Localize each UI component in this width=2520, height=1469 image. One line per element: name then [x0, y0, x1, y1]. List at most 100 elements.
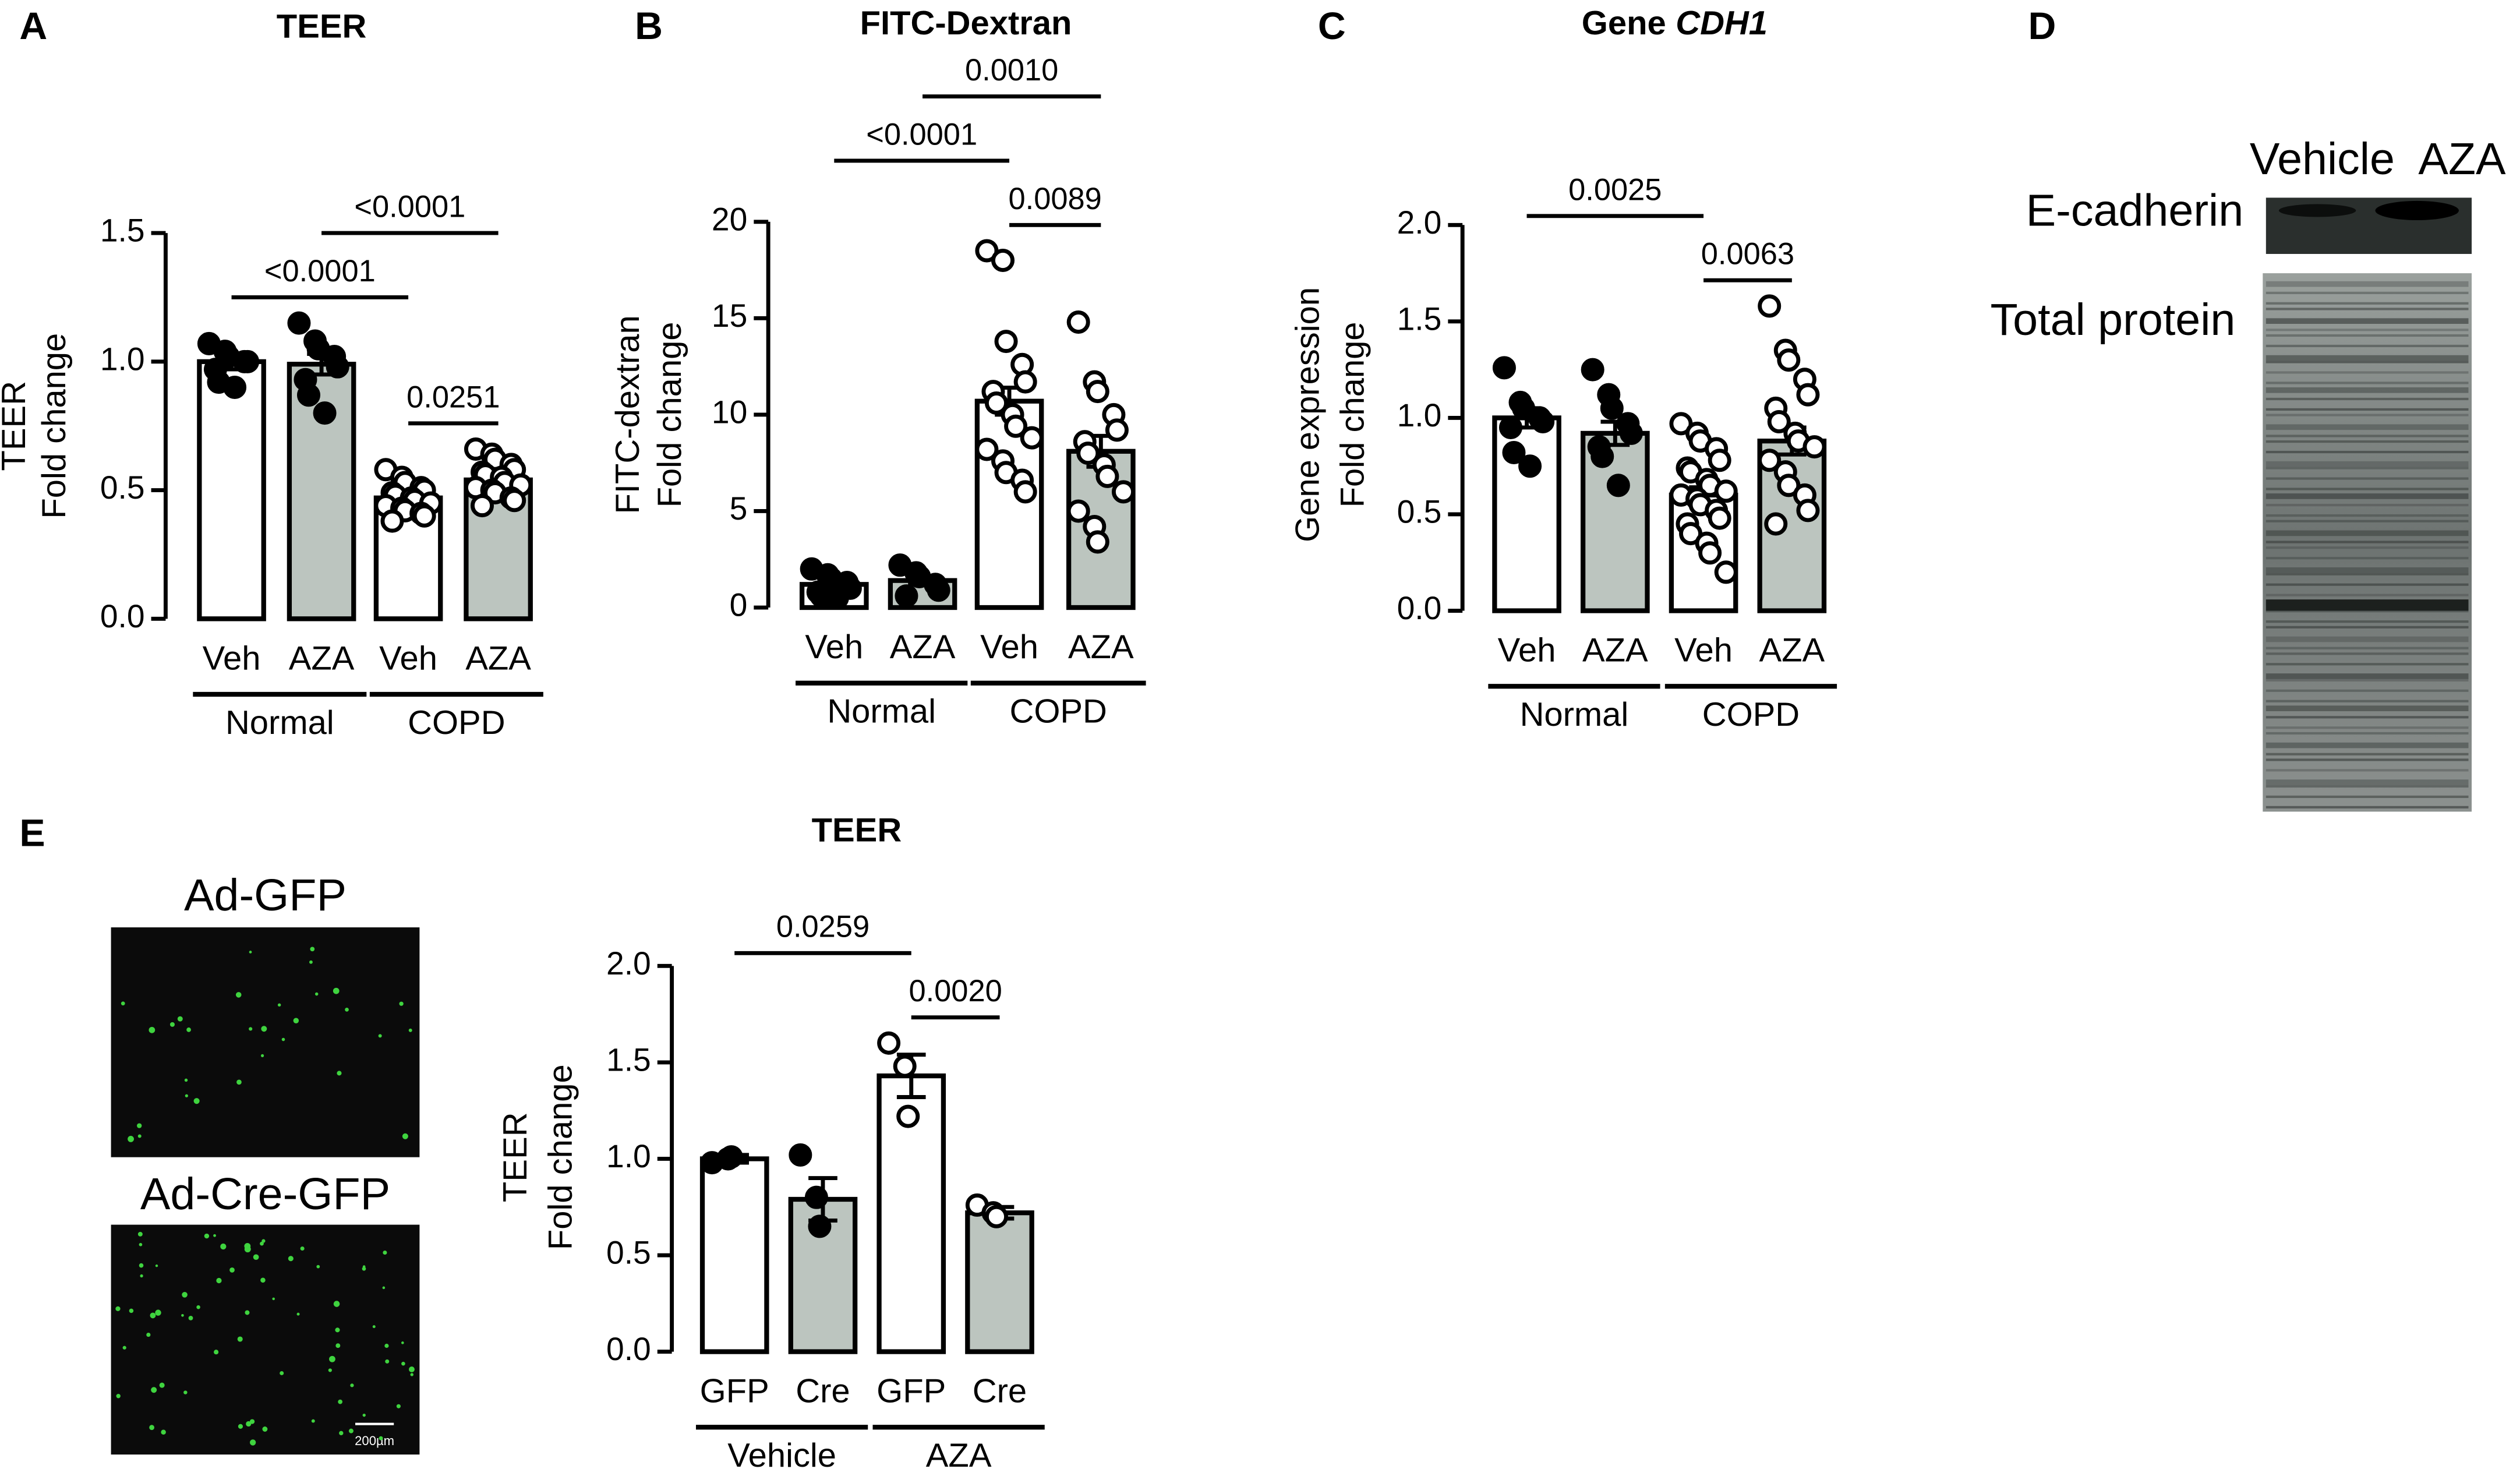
spot	[401, 1361, 405, 1366]
spot	[235, 992, 242, 998]
p-value: 0.0020	[909, 974, 1002, 1008]
data-point	[236, 349, 260, 373]
spot	[277, 1003, 281, 1007]
p-value: <0.0001	[866, 118, 977, 151]
blot-stripe	[2265, 541, 2469, 543]
y-tick-label: 0.0	[606, 1331, 651, 1367]
spot	[316, 1265, 320, 1269]
blot-stripe	[2265, 382, 2469, 384]
x-tick-label: GFP	[700, 1373, 769, 1410]
y-tick-label: 5	[730, 490, 748, 527]
data-point	[1714, 560, 1738, 584]
data-point	[1606, 474, 1630, 497]
group-label: AZA	[926, 1437, 992, 1469]
data-point	[1600, 396, 1624, 420]
blot-stripe	[2265, 689, 2469, 692]
data-point	[1105, 418, 1129, 442]
y-axis-label: Fold change	[542, 1064, 579, 1250]
data-point	[1758, 294, 1782, 318]
y-axis-label: Gene expression	[1289, 287, 1326, 542]
blot-stripe	[2265, 716, 2469, 719]
spot	[260, 1054, 264, 1057]
data-point	[719, 1145, 743, 1169]
blot-stripe	[2265, 567, 2469, 573]
x-tick-label: Veh	[1498, 632, 1556, 669]
spot	[408, 1028, 412, 1032]
y-tick-label: 0.5	[1397, 494, 1442, 530]
title-text: TEER	[812, 812, 902, 849]
spot	[309, 960, 313, 964]
chart-title: TEER	[277, 8, 367, 45]
panel-letter: B	[635, 5, 663, 48]
title-text: TEER	[277, 8, 367, 45]
x-tick-label: Veh	[379, 640, 437, 677]
spot	[155, 1264, 158, 1267]
spot	[249, 1027, 253, 1031]
row-label: E-cadherin	[2026, 185, 2244, 235]
spot	[129, 1308, 134, 1313]
blot-stripe	[2265, 673, 2469, 679]
blot-stripe	[2265, 334, 2469, 337]
data-point	[1095, 464, 1119, 488]
spot	[260, 1277, 266, 1283]
blot-stripe	[2265, 546, 2469, 549]
blot-stripe	[2265, 504, 2469, 507]
data-point	[1619, 421, 1643, 445]
blot-stripe	[2265, 583, 2469, 586]
spot	[245, 1310, 250, 1315]
blot-stripe	[2265, 450, 2469, 454]
data-point	[380, 509, 404, 533]
y-axis-label: Fold change	[36, 333, 73, 519]
spot	[362, 1266, 366, 1271]
data-point	[1076, 442, 1100, 465]
data-point	[223, 375, 247, 399]
spot	[384, 1343, 389, 1348]
micrograph	[111, 1224, 420, 1455]
data-point	[825, 586, 849, 610]
blot-stripe	[2265, 594, 2469, 596]
blot-stripe	[2265, 573, 2469, 575]
bar	[965, 1210, 1034, 1354]
blot-stripe	[2265, 344, 2469, 348]
spot	[399, 1001, 404, 1006]
data-point	[1777, 348, 1801, 372]
spot	[348, 1428, 354, 1433]
spot	[281, 1037, 285, 1041]
spot	[185, 1094, 189, 1097]
blot-stripe	[2265, 557, 2469, 560]
data-point	[893, 1054, 917, 1078]
blot-stripe	[2265, 663, 2469, 666]
spot	[237, 1336, 243, 1342]
blot-stripe	[2265, 514, 2469, 517]
blot-stripe	[2265, 726, 2469, 729]
spot	[280, 1371, 284, 1375]
spot	[177, 1016, 183, 1022]
y-axis-label: Fold change	[651, 322, 688, 507]
x-tick-label: Cre	[796, 1373, 850, 1410]
title-text: Gene	[1582, 5, 1666, 42]
data-point	[1066, 499, 1090, 523]
blot-stripe	[2265, 291, 2469, 294]
data-point	[1758, 449, 1782, 472]
blot-band	[2278, 204, 2356, 217]
spot	[182, 1291, 188, 1298]
spot	[385, 1359, 390, 1364]
spot	[193, 1098, 200, 1104]
data-point	[994, 330, 1018, 354]
data-point	[1591, 444, 1614, 468]
data-point	[1020, 426, 1044, 450]
y-tick-label: 1.0	[100, 341, 145, 377]
spot	[229, 1267, 235, 1273]
spot	[155, 1309, 161, 1316]
data-point	[313, 401, 337, 425]
group-label: Normal	[827, 693, 936, 730]
spot	[186, 1027, 191, 1032]
blot-stripe	[2265, 488, 2469, 490]
data-point	[895, 584, 918, 608]
x-tick-label: Cre	[973, 1373, 1027, 1410]
data-point	[1698, 541, 1722, 565]
scale-label: 200µm	[355, 1433, 394, 1448]
blot-stripe	[2265, 361, 2469, 363]
spot	[396, 1404, 401, 1408]
spot	[288, 1256, 294, 1262]
